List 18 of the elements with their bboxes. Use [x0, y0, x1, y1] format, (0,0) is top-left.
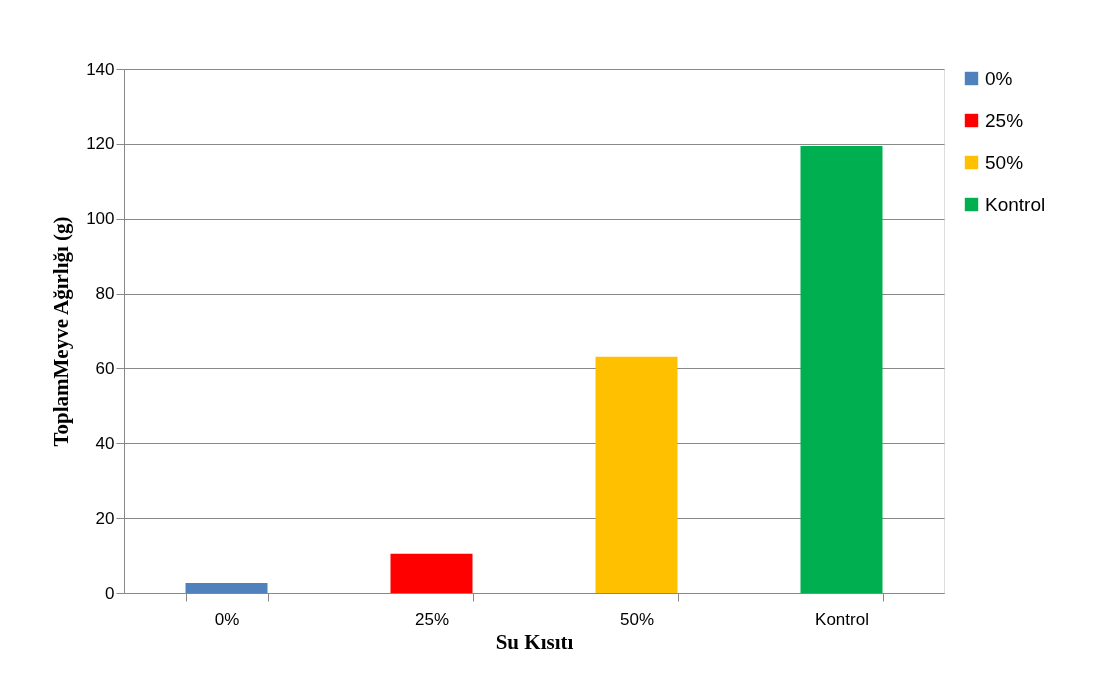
y-tick-label: 0	[105, 583, 115, 603]
y-axis-title: ToplamMeyve Ağırlığı (g)	[49, 216, 74, 447]
y-tick-label: 20	[95, 508, 115, 528]
y-tick-label: 60	[95, 358, 115, 378]
legend-label: Kontrol	[985, 193, 1046, 215]
y-tick-label: 40	[95, 433, 115, 453]
x-axis-title: Su Kısıtı	[495, 629, 574, 654]
y-tick-label: 140	[86, 59, 115, 79]
x-tick-label: Kontrol	[815, 609, 869, 629]
y-tick-label: 100	[86, 209, 115, 229]
y-tick-label: 120	[86, 134, 115, 154]
x-tick-label: 0%	[214, 609, 240, 629]
legend-label: 50%	[985, 151, 1024, 173]
x-tick-label: 25%	[414, 609, 450, 629]
legend-label: 0%	[985, 67, 1013, 89]
legend-label: 25%	[985, 109, 1024, 131]
y-tick-label: 80	[95, 284, 115, 304]
x-tick-label: 50%	[619, 609, 655, 629]
